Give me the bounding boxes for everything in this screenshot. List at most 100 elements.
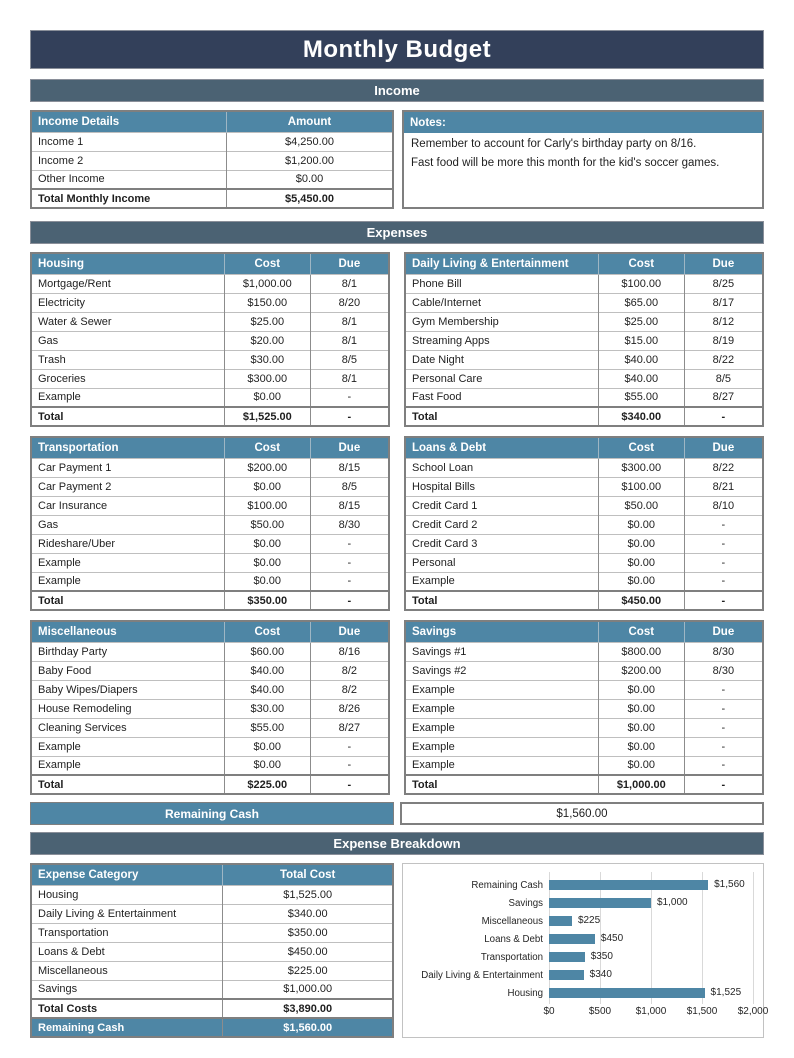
cell-name: Example — [31, 755, 225, 775]
breakdown-section-header: Expense Breakdown — [30, 832, 764, 855]
table-row: Example $0.00- — [31, 736, 389, 756]
cell-amount: $1,200.00 — [226, 150, 393, 170]
table-title: Miscellaneous — [31, 621, 225, 642]
table-title: Loans & Debt — [405, 437, 599, 458]
table-row: Phone Bill $100.00 8/25 — [405, 273, 763, 293]
cell-name: Trash — [31, 349, 225, 369]
cell-cost: $25.00 — [598, 311, 685, 331]
cell-cost: $340.00 — [598, 406, 685, 426]
cell-due: 8/30 — [684, 660, 763, 680]
cell-name: Electricity — [31, 292, 225, 312]
chart-bar-row: $450 — [549, 930, 753, 948]
table-row: Savings #1 $800.00 8/30 — [405, 641, 763, 661]
table-row: Electricity $150.00 8/20 — [31, 292, 389, 312]
cell-name: Example — [405, 679, 599, 699]
table-row: Baby Wipes/Diapers $40.00 8/2 — [31, 679, 389, 699]
cell-cost: $60.00 — [224, 641, 311, 661]
cell-name: Daily Living & Entertainment — [31, 903, 224, 923]
chart-bar — [549, 898, 651, 908]
cell-due: 8/20 — [310, 292, 389, 312]
cost-column-header: Cost — [598, 621, 685, 642]
cell-cost: $0.00 — [598, 514, 685, 534]
chart-bar-row: $340 — [549, 966, 753, 984]
chart-bar-row: $1,000 — [549, 894, 753, 912]
cell-due: - — [684, 755, 763, 775]
cell-cost: $300.00 — [224, 368, 311, 388]
cell-due: 8/5 — [684, 368, 763, 388]
cell-due: - — [310, 571, 389, 591]
table-row: Savings $1,000.00 — [31, 979, 393, 999]
chart-bar-value-label: $350 — [590, 951, 613, 962]
table-row: Example $0.00- — [31, 755, 389, 775]
table-row: Example $0.00- — [405, 679, 763, 699]
cell-name: Cable/Internet — [405, 292, 599, 312]
notes-body: Remember to account for Carly's birthday… — [404, 133, 762, 207]
table-row: Gym Membership $25.00 8/12 — [405, 311, 763, 331]
cell-cost: $100.00 — [224, 495, 311, 515]
cell-cost: $1,560.00 — [222, 1017, 393, 1037]
table-row: Housing $1,525.00 — [31, 884, 393, 904]
cell-cost: $50.00 — [598, 495, 685, 515]
cell-name: Car Payment 2 — [31, 476, 225, 496]
cell-cost: $0.00 — [224, 387, 311, 407]
cell-name: Transportation — [31, 922, 224, 942]
chart-bar — [549, 880, 709, 890]
cell-due: - — [684, 736, 763, 756]
cell-due: 8/15 — [310, 457, 389, 477]
cell-name: Gym Membership — [405, 311, 599, 331]
table-row: Total $1,000.00- — [405, 774, 763, 794]
cell-name: Credit Card 2 — [405, 514, 599, 534]
cell-name: Gas — [31, 330, 225, 350]
cell-due: - — [310, 774, 389, 794]
cell-name: Birthday Party — [31, 641, 225, 661]
table-title: Savings — [405, 621, 599, 642]
cell-cost: $1,000.00 — [224, 273, 311, 293]
chart-bar-row: $1,525 — [549, 984, 753, 1002]
cell-cost: $0.00 — [598, 698, 685, 718]
cell-cost: $0.00 — [224, 552, 311, 572]
cell-cost: $65.00 — [598, 292, 685, 312]
table-row: Trash $30.00 8/5 — [31, 349, 389, 369]
cell-name: Example — [405, 717, 599, 737]
table-row: Groceries $300.00 8/1 — [31, 368, 389, 388]
chart-bar-row: $1,560 — [549, 876, 753, 894]
cell-cost: $1,000.00 — [222, 979, 393, 999]
cell-cost: $0.00 — [598, 552, 685, 572]
table-row: Example $0.00- — [405, 571, 763, 591]
cell-due: - — [684, 717, 763, 737]
cost-column-header: Cost — [224, 621, 311, 642]
cell-due: - — [684, 406, 763, 426]
cell-name: School Loan — [405, 457, 599, 477]
x-tick-label: $2,000 — [737, 1006, 769, 1017]
cell-due: 8/30 — [684, 641, 763, 661]
chart-gridline — [651, 872, 652, 1004]
cell-due: 8/19 — [684, 330, 763, 350]
due-column-header: Due — [310, 437, 389, 458]
cell-name: Groceries — [31, 368, 225, 388]
cell-name: Gas — [31, 514, 225, 534]
cell-name: Water & Sewer — [31, 311, 225, 331]
cell-name: Miscellaneous — [31, 960, 224, 980]
cell-due: 8/26 — [310, 698, 389, 718]
page-title: Monthly Budget — [302, 35, 492, 63]
cell-cost: $30.00 — [224, 698, 311, 718]
cell-name: Example — [31, 552, 225, 572]
chart-category-label: Loans & Debt — [484, 933, 543, 945]
table-row: Example $0.00- — [405, 698, 763, 718]
chart-x-axis: $0 $500 $1,000 $1,500 $2,000 — [543, 1006, 768, 1022]
cell-due: - — [684, 774, 763, 794]
cell-cost: $0.00 — [224, 533, 311, 553]
cell-cost: $0.00 — [598, 533, 685, 553]
cell-name: House Remodeling — [31, 698, 225, 718]
category-column-header: Expense Category — [31, 864, 224, 885]
chart-bar — [549, 970, 584, 980]
cell-due: - — [310, 755, 389, 775]
cell-name: Savings — [31, 979, 224, 999]
table-row: Hospital Bills $100.00 8/21 — [405, 476, 763, 496]
chart-gridline — [753, 872, 754, 1004]
cell-cost: $450.00 — [598, 590, 685, 610]
chart-gridline — [702, 872, 703, 1004]
chart-bar-value-label: $1,000 — [657, 897, 688, 908]
cell-name: Income 2 — [31, 150, 227, 170]
